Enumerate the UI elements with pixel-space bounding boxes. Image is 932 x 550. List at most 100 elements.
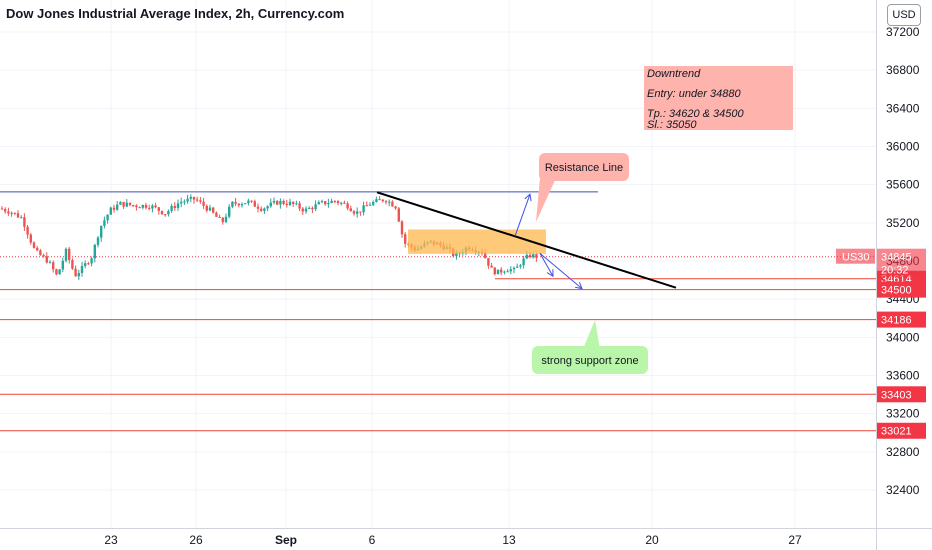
candle-body	[250, 200, 253, 202]
candle-body	[80, 265, 84, 274]
candle-body	[55, 269, 58, 275]
price-tag	[877, 311, 926, 328]
candle-body	[23, 217, 26, 227]
candle-body	[512, 267, 516, 270]
currency-button[interactable]: USD	[887, 4, 921, 26]
price-tag-label: 34186	[881, 315, 912, 327]
candle-body	[186, 198, 189, 202]
candle-body	[352, 211, 356, 214]
arrow-line	[514, 194, 531, 237]
candle-body	[388, 201, 391, 203]
downtrend-note-bg	[644, 66, 793, 130]
time-axis-label: 23	[104, 533, 118, 547]
candle-body	[266, 206, 269, 209]
horizontal-levels	[0, 191, 876, 432]
candle-body	[288, 201, 292, 205]
candle-body	[256, 206, 260, 209]
candle-body	[170, 205, 173, 212]
candle-body	[58, 269, 61, 275]
candle-body	[279, 200, 282, 205]
candle-body	[247, 200, 250, 204]
candle-body	[68, 248, 71, 260]
candle-body	[496, 269, 500, 275]
price-axis-label: 37200	[886, 25, 920, 39]
candle-body	[148, 207, 151, 209]
candle-body	[368, 204, 372, 206]
candle-body	[84, 263, 87, 266]
candle-body	[138, 207, 141, 209]
gridlines	[0, 0, 876, 528]
candle-body	[61, 260, 64, 270]
candle-body	[202, 201, 205, 206]
candle-body	[39, 250, 42, 256]
candle-body	[173, 205, 176, 208]
candle-body	[324, 201, 327, 205]
candle-body	[215, 212, 218, 217]
time-axis-label: 13	[502, 533, 516, 547]
time-axis[interactable]: 23 26 Sep 6 13 20 27	[0, 528, 932, 548]
price-tag-label: 33021	[881, 426, 912, 438]
candle-body	[4, 209, 7, 212]
time-axis-label: 26	[189, 533, 203, 547]
candle-body	[493, 267, 496, 275]
candle-body	[112, 207, 116, 210]
candle-body	[93, 244, 96, 259]
price-axis-label: 32800	[886, 445, 920, 459]
candle-body	[103, 220, 106, 226]
resistance-note-text: Resistance Line	[545, 162, 623, 174]
candle-body	[308, 207, 311, 209]
candle-body	[122, 201, 125, 207]
candle-body	[285, 203, 288, 205]
candle-body	[340, 202, 343, 204]
candle-body	[100, 225, 103, 238]
candle-body	[336, 201, 340, 204]
candle-body	[397, 208, 400, 222]
candle-body	[45, 256, 48, 263]
candle-body	[176, 203, 180, 208]
candle-body	[106, 214, 109, 221]
current-price-tag	[877, 248, 926, 277]
candle-body	[359, 211, 362, 213]
candle-body	[231, 201, 234, 207]
price-axis-label: 34000	[886, 330, 920, 344]
candle-body	[42, 255, 45, 257]
candle-body	[32, 242, 36, 248]
candle-body	[48, 262, 52, 264]
candle-body	[208, 207, 212, 211]
candle-body	[528, 254, 532, 258]
symbol-tag-label: US30	[842, 252, 870, 264]
candle-body	[157, 207, 160, 211]
candle-body	[298, 203, 301, 209]
candle-body	[116, 204, 119, 210]
candle-body	[365, 205, 368, 207]
candle-body	[10, 212, 13, 214]
candle-body	[144, 204, 148, 208]
candle-body	[109, 207, 112, 215]
candle-body	[128, 202, 132, 206]
candle-body	[362, 205, 365, 213]
price-axis-label: 36400	[886, 101, 920, 115]
candle-body	[320, 201, 324, 203]
candle-body	[218, 216, 221, 218]
price-axis-label: 35600	[886, 178, 920, 192]
candle-body	[167, 211, 170, 215]
candle-body	[394, 206, 397, 209]
candle-body	[125, 202, 128, 207]
candle-body	[263, 208, 266, 211]
candle-body	[500, 269, 503, 273]
candle-body	[212, 207, 215, 213]
candle-body	[237, 203, 240, 206]
candle-body	[455, 252, 458, 257]
consolidation-box	[408, 229, 546, 254]
time-axis-label: 20	[645, 533, 659, 547]
candle-body	[96, 237, 100, 245]
downtrend-note-line: Entry: under 34880	[647, 88, 741, 100]
candle-body	[522, 258, 525, 266]
resistance-note-bg	[539, 153, 629, 181]
candle-body	[87, 263, 90, 265]
candle-body	[74, 268, 77, 277]
candle-body	[532, 254, 535, 258]
price-tag	[877, 422, 926, 439]
